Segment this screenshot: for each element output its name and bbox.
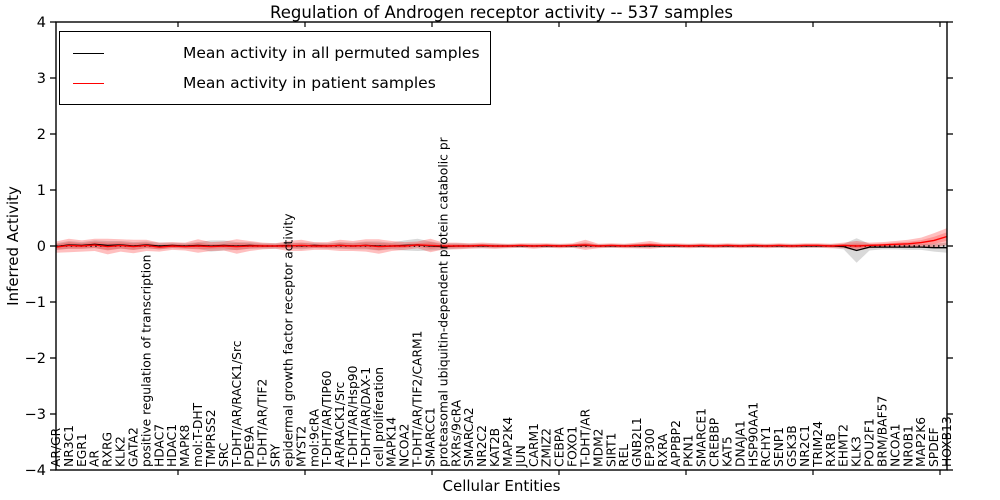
x-tick-label: T-DHT/AR/TIF2 [256, 379, 270, 468]
x-tick-label: cell proliferation [372, 367, 386, 467]
legend-item-permuted: Mean activity in all permuted samples [73, 38, 480, 68]
x-tick-label: SMARCA2 [462, 407, 476, 467]
x-tick-label: SPDEF [927, 427, 941, 467]
x-tick-label: FOXO1 [566, 426, 580, 467]
x-tick-label: NCOA1 [888, 424, 902, 467]
x-tick-label: MYST2 [294, 426, 308, 467]
x-tick-label: T-DHT/AR/RACK1/Src [230, 341, 244, 469]
x-tick-label: MAPK8 [178, 425, 192, 467]
x-tick-label: HDAC1 [165, 424, 179, 467]
x-tick-label: T-DHT/AR/Hsp90 [346, 366, 360, 468]
x-tick-label: TMPRSS2 [204, 409, 218, 468]
y-tick-label: 3 [37, 71, 46, 87]
y-axis-label: Inferred Activity [4, 186, 22, 306]
chart-title: Regulation of Androgen receptor activity… [270, 3, 733, 22]
patient-mean-line [55, 235, 948, 248]
x-tick-label: positive regulation of transcription [139, 255, 153, 467]
x-tick-label: DNAJA1 [733, 420, 747, 467]
x-tick-label: NR2C1 [798, 425, 812, 467]
x-tick-label: mol:9cRA [307, 408, 321, 467]
x-tick-label: EGR1 [75, 433, 89, 467]
x-tick-label: NR2C2 [475, 425, 489, 467]
legend: Mean activity in all permuted samples Me… [59, 31, 491, 105]
x-tick-label: NCOA2 [398, 424, 412, 467]
legend-line-sample-patient [73, 82, 104, 84]
patient-band-outer [56, 228, 947, 255]
x-tick-label: SENP1 [772, 427, 786, 467]
x-tick-label: AR/RACK1/Src [333, 382, 347, 467]
x-tick-label: SRC [217, 443, 231, 467]
x-tick-label: SRY [269, 443, 283, 467]
x-tick-label: CREBBP [708, 418, 722, 467]
x-tick-label: T-DHT/AR/DAX-1 [359, 367, 373, 468]
x-tick-label: AR [88, 450, 102, 467]
x-tick-label: CARM1 [527, 423, 541, 467]
x-tick-label: NR3C1 [62, 425, 76, 467]
x-tick-label: T-DHT/AR [578, 408, 592, 468]
y-tick-label: −4 [25, 463, 46, 479]
x-tick-label: RXRs/9cRA [449, 399, 463, 467]
x-tick-label: MAP2K6 [914, 417, 928, 467]
x-tick-label: PKN1 [682, 434, 696, 467]
x-tick-label: GATA2 [127, 427, 141, 467]
x-tick-label: proteasomal ubiquitin-dependent protein … [436, 136, 450, 467]
x-tick-label: MAP2K4 [501, 417, 515, 467]
x-tick-label: MAPK14 [385, 417, 399, 467]
x-tick-label: SIRT1 [604, 433, 618, 467]
x-tick-label: T-DHT/AR/TIF2/CARM1 [411, 331, 425, 468]
permuted-band [56, 238, 947, 263]
x-tick-label: KLK3 [850, 436, 864, 467]
x-tick-label: BRM/BAF57 [875, 396, 889, 467]
x-tick-label: T-DHT/AR/TIP60 [320, 371, 334, 469]
x-tick-label: ZMIZ2 [540, 428, 554, 467]
x-tick-label: RCHY1 [759, 426, 773, 467]
x-tick-label: GNB2L1 [630, 417, 644, 467]
x-tick-label: HDAC7 [152, 424, 166, 467]
legend-line-sample-permuted [73, 52, 104, 54]
x-tick-label: KAT2B [488, 428, 502, 467]
x-tick-label: RXRA [656, 433, 670, 467]
y-tick-label: −1 [25, 295, 46, 311]
y-tick-label: 0 [37, 239, 46, 255]
x-tick-label: MDM2 [591, 428, 605, 467]
x-tick-label: POU2F1 [863, 418, 877, 467]
y-tick-label: 2 [37, 127, 46, 143]
legend-label: Mean activity in patient samples [183, 74, 436, 92]
x-tick-label: RXRB [824, 433, 838, 467]
y-tick-label: −3 [25, 407, 46, 423]
x-tick-label: GSK3B [785, 425, 799, 467]
legend-item-patient: Mean activity in patient samples [73, 68, 480, 98]
x-tick-label: APPBP2 [669, 420, 683, 467]
legend-label: Mean activity in all permuted samples [183, 44, 480, 62]
y-tick-label: 4 [37, 15, 46, 31]
x-tick-label: KLK2 [114, 436, 128, 467]
x-tick-label: SMARCE1 [695, 408, 709, 467]
x-tick-label: REL [617, 444, 631, 467]
x-tick-label: JUN [514, 445, 528, 468]
x-tick-label: mol:T-DHT [191, 402, 205, 467]
x-tick-label: epidermal growth factor receptor activit… [281, 213, 295, 467]
x-tick-label: EP300 [643, 428, 657, 467]
x-tick-label: EHMT2 [837, 424, 851, 467]
x-tick-label: NR0B1 [901, 425, 915, 467]
y-tick-label: −2 [25, 351, 46, 367]
x-tick-label: TRIM24 [811, 421, 825, 468]
x-tick-label: KAT5 [721, 436, 735, 467]
x-tick-label: PDE9A [243, 426, 257, 467]
x-tick-label: RXRG [101, 432, 115, 467]
x-tick-label: HSP90AA1 [746, 402, 760, 467]
x-tick-label: SMARCC1 [424, 407, 438, 467]
y-tick-label: 1 [37, 183, 46, 199]
x-tick-label: CEBPA [553, 427, 567, 467]
x-axis-label: Cellular Entities [442, 477, 561, 495]
